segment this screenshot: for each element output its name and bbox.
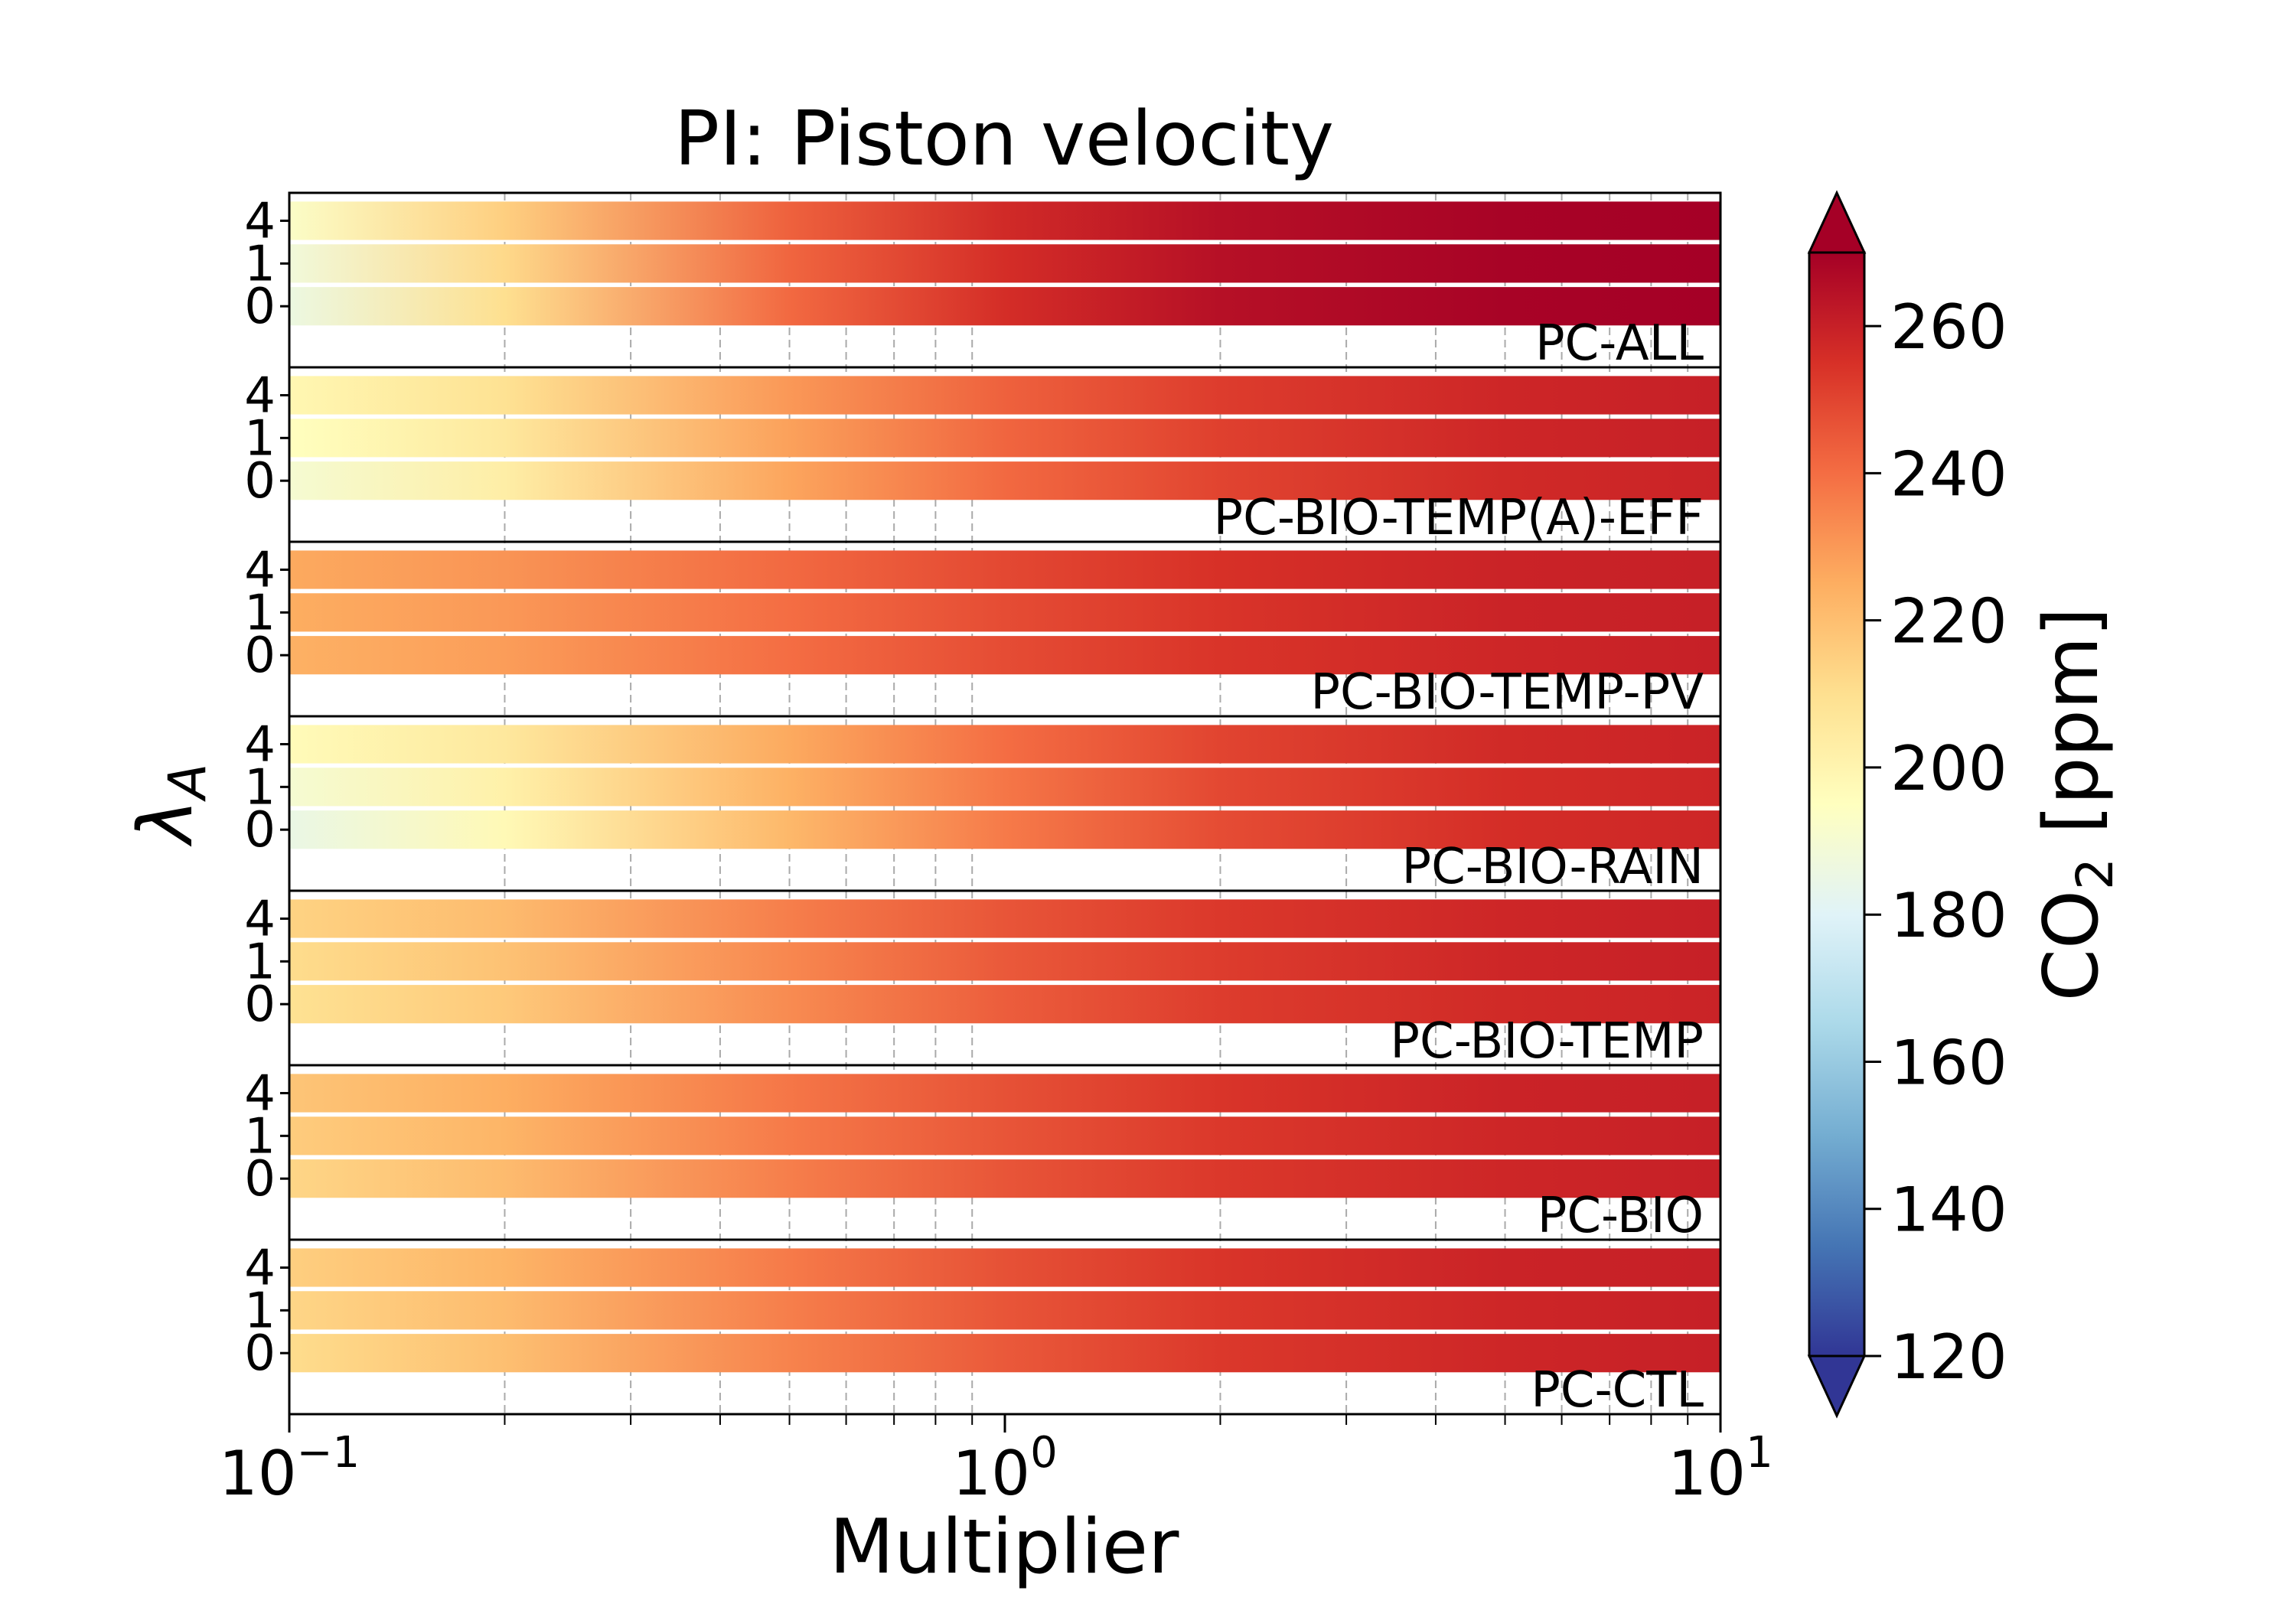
y-tick-label: 4: [244, 367, 276, 424]
y-tick-label: 0: [244, 453, 276, 510]
colorbar-extend-bottom: [1807, 1354, 1867, 1419]
y-tick-label: 4: [244, 542, 276, 598]
heatmap-band: [289, 1291, 1720, 1330]
colorbar-gradient: [1809, 253, 1864, 1356]
colorbar: 120 140 160 180 200 220 240 260 CO2 [ppm]: [1807, 190, 2125, 1419]
y-tick-label: 4: [244, 1240, 276, 1296]
heatmap-band: [289, 1074, 1720, 1113]
x-axis-label: Multiplier: [830, 1504, 1180, 1591]
y-tick-label: 4: [244, 193, 276, 249]
colorbar-tick-label: 220: [1890, 586, 2007, 657]
x-tick-label: 10−1: [219, 1428, 360, 1509]
y-tick-label: 1: [244, 236, 276, 292]
colorbar-extend-top: [1807, 190, 1867, 254]
colorbar-tick-label: 260: [1890, 292, 2007, 363]
panel: 410 PC-ALL: [244, 193, 1720, 372]
heatmap-band: [289, 985, 1720, 1024]
panel: 410 PC-CTL: [244, 1240, 1720, 1419]
y-tick-label: 0: [244, 976, 276, 1033]
panel-label: PC-BIO-TEMP: [1390, 1013, 1704, 1070]
heatmap-band: [289, 1248, 1720, 1287]
x-tick-label: 101: [1668, 1428, 1773, 1509]
panel-label: PC-ALL: [1535, 315, 1704, 372]
heatmap-band: [289, 550, 1720, 589]
heatmap-band: [289, 899, 1720, 938]
colorbar-label-text: CO2 [ppm]: [2028, 607, 2125, 1001]
y-tick-label: 1: [244, 1108, 276, 1165]
colorbar-tick-label: 160: [1890, 1027, 2007, 1098]
colorbar-tick-label: 140: [1890, 1175, 2007, 1246]
x-tick-label: 100: [952, 1428, 1057, 1509]
panel: 410 PC-BIO: [244, 1065, 1720, 1244]
y-tick-label: 1: [244, 1283, 276, 1339]
colorbar-tick-label: 120: [1890, 1322, 2007, 1393]
chart-title: PI: Piston velocity: [674, 96, 1334, 183]
y-axis-label-subscript: A: [158, 764, 218, 803]
y-tick-label: 1: [244, 585, 276, 641]
y-axis-label-text: λA: [122, 764, 218, 848]
panel: 410 PC-BIO-TEMP(A)-EFF: [244, 367, 1720, 546]
heatmap-band: [289, 810, 1720, 849]
heatmap-band: [289, 287, 1720, 326]
y-tick-label: 1: [244, 759, 276, 816]
heatmap-band: [289, 419, 1720, 458]
y-tick-label: 0: [244, 627, 276, 684]
heatmap-band: [289, 1334, 1720, 1373]
heatmap-band: [289, 201, 1720, 240]
panel-label: PC-BIO: [1538, 1188, 1704, 1244]
panel: 410 PC-BIO-TEMP: [244, 891, 1720, 1070]
y-tick-label: 4: [244, 716, 276, 773]
panel: 410 PC-BIO-TEMP-PV: [244, 542, 1720, 721]
heatmap-band: [289, 593, 1720, 632]
panel-label: PC-BIO-TEMP-PV: [1310, 664, 1704, 721]
colorbar-label: CO2 [ppm]: [2028, 607, 2125, 1001]
y-axis-label: λA: [122, 764, 218, 848]
plot-area: 410PC-ALL410PC-BIO-TEMP(A)-EFF410PC-BIO-…: [219, 191, 1773, 1509]
y-tick-label: 0: [244, 279, 276, 335]
heatmap-band: [289, 376, 1720, 415]
heatmap-band: [289, 461, 1720, 500]
colorbar-tick-label: 200: [1890, 733, 2007, 804]
heatmap-band: [289, 1116, 1720, 1156]
heatmap-band: [289, 725, 1720, 764]
heatmap-band: [289, 636, 1720, 675]
y-tick-label: 1: [244, 934, 276, 990]
y-tick-label: 0: [244, 1325, 276, 1382]
heatmap-band: [289, 244, 1720, 283]
colorbar-frame: [1808, 251, 1866, 1358]
panel: 410 PC-BIO-RAIN: [244, 716, 1720, 895]
y-tick-label: 4: [244, 891, 276, 947]
panel-label: PC-CTL: [1531, 1362, 1704, 1419]
panel-label: PC-BIO-RAIN: [1401, 839, 1704, 895]
heatmap-band: [289, 1159, 1720, 1198]
colorbar-tick-label: 240: [1890, 438, 2007, 510]
colorbar-tick-label: 180: [1890, 880, 2007, 951]
panel-label: PC-BIO-TEMP(A)-EFF: [1214, 490, 1704, 546]
heatmap-band: [289, 942, 1720, 981]
y-tick-label: 4: [244, 1065, 276, 1122]
y-tick-label: 1: [244, 410, 276, 467]
heatmap-band: [289, 768, 1720, 807]
y-tick-label: 0: [244, 1151, 276, 1208]
y-tick-label: 0: [244, 802, 276, 859]
